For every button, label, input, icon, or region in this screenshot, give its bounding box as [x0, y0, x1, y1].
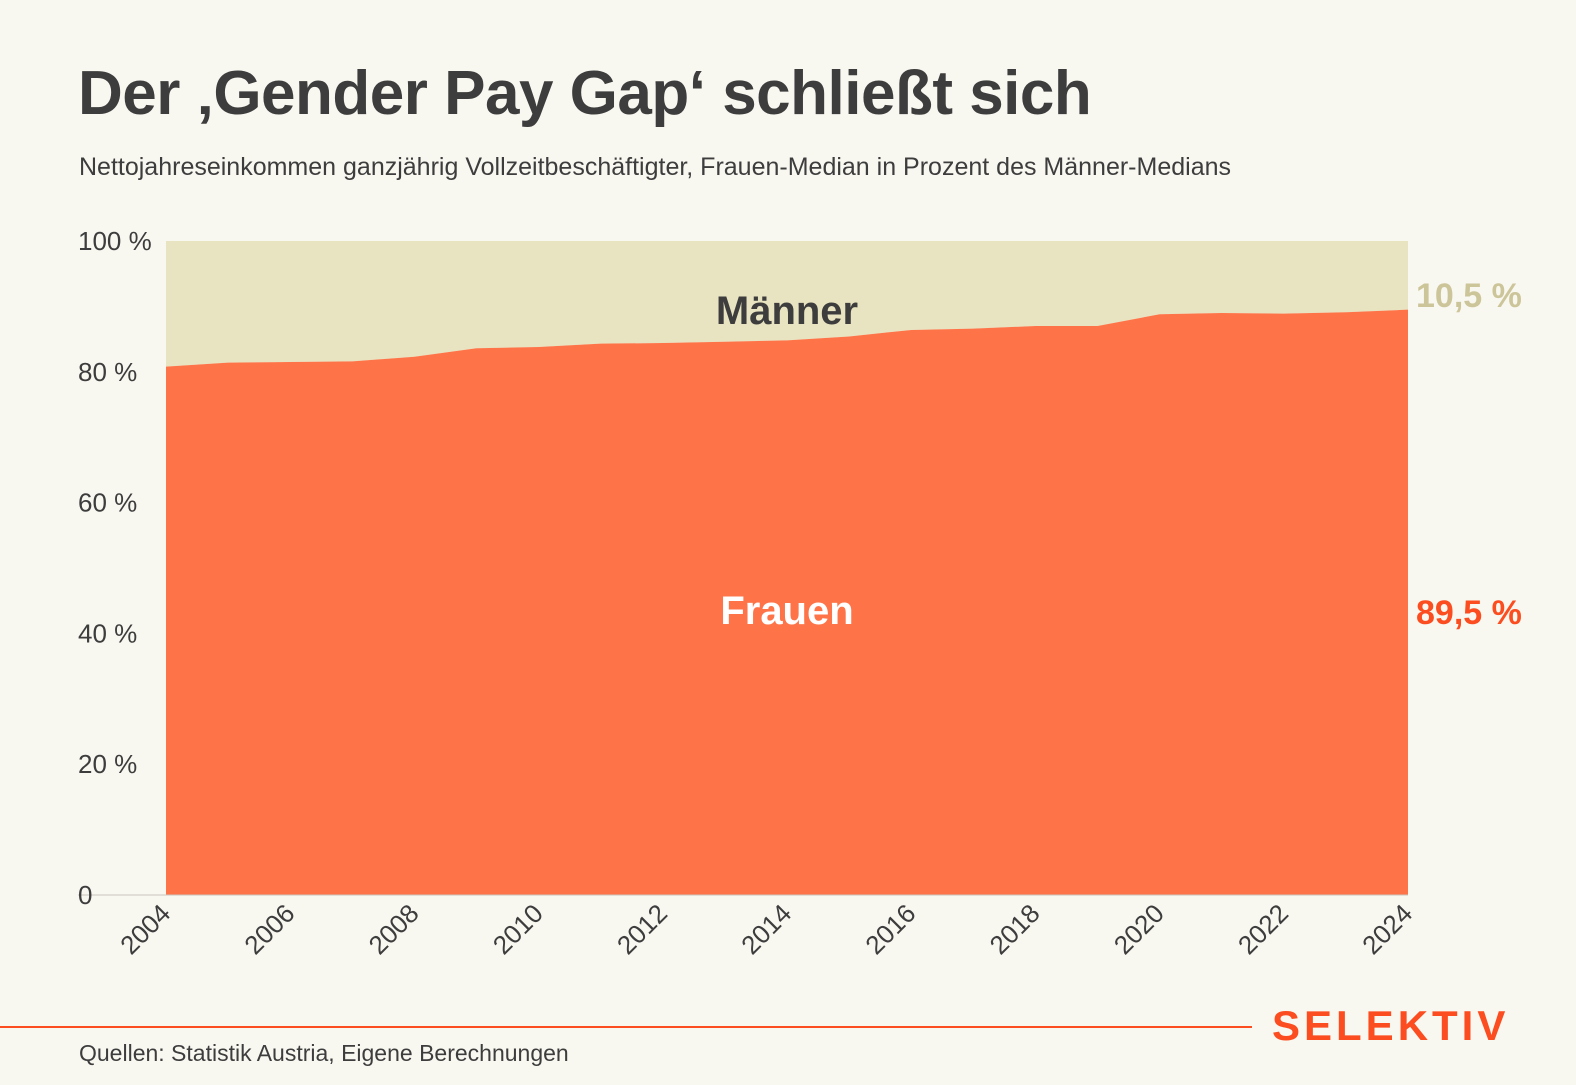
y-tick-label: 100 %: [78, 226, 152, 256]
x-tick-label: 2020: [1108, 898, 1170, 960]
x-tick-label: 2010: [487, 898, 549, 960]
y-tick-label: 60 %: [78, 488, 137, 518]
chart-subtitle: Nettojahreseinkommen ganzjährig Vollzeit…: [79, 153, 1232, 181]
x-tick-label: 2014: [735, 898, 797, 960]
x-tick-label: 2008: [363, 898, 425, 960]
chart-title: Der ‚Gender Pay Gap‘ schließt sich: [78, 59, 1092, 128]
x-tick-label: 2022: [1232, 898, 1294, 960]
maenner-end-value: 10,5 %: [1416, 277, 1522, 315]
y-tick-label: 0: [78, 880, 92, 910]
x-tick-label: 2024: [1356, 898, 1418, 960]
y-tick-label: 20 %: [78, 749, 137, 779]
footer-divider: [0, 1026, 1252, 1028]
y-tick-label: 40 %: [78, 618, 137, 648]
x-tick-label: 2018: [984, 898, 1046, 960]
maenner-area: [166, 241, 1408, 367]
source-note: Quellen: Statistik Austria, Eigene Berec…: [79, 1040, 569, 1066]
frauen-end-value: 89,5 %: [1416, 594, 1522, 632]
x-tick-label: 2004: [114, 898, 176, 960]
maenner-series-label: Männer: [716, 289, 858, 333]
x-tick-label: 2016: [859, 898, 921, 960]
brand-logo: SELEKTIV: [1272, 1002, 1510, 1049]
stacked-area-chart: 0 20 % 40 % 60 % 80 % 100 % 2004 2006 2008 2010 20…: [78, 226, 1522, 960]
x-tick-label: 2006: [238, 898, 300, 960]
frauen-series-label: Frauen: [720, 589, 853, 633]
y-tick-label: 80 %: [78, 357, 137, 387]
frauen-area: [166, 309, 1408, 895]
x-tick-label: 2012: [611, 898, 673, 960]
